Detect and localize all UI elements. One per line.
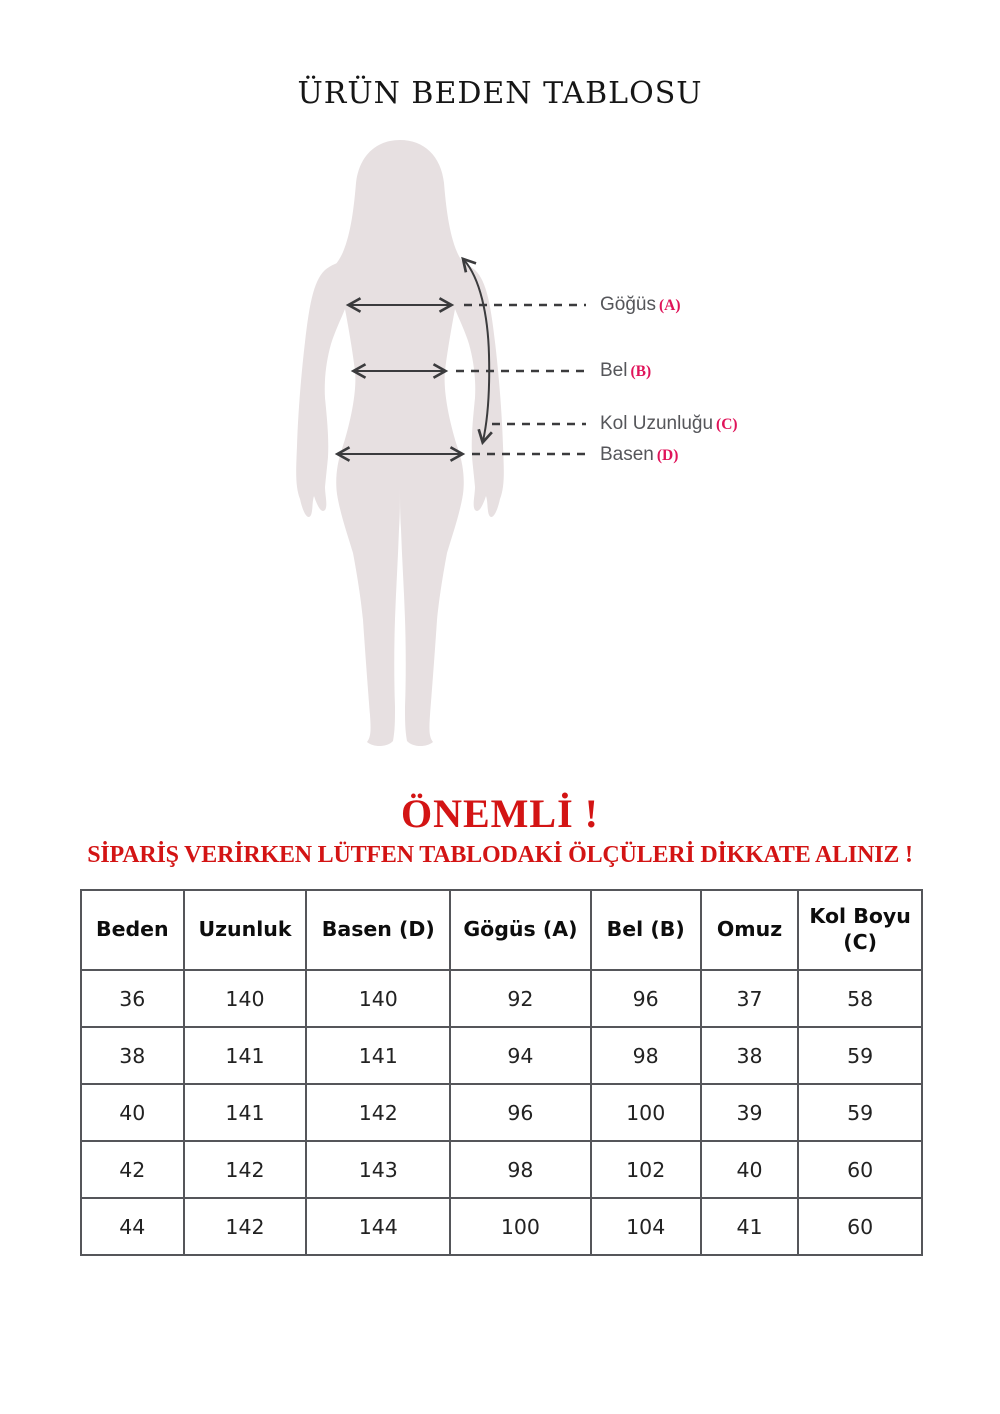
header-row: Beden Uzunluk Basen (D) Gögüs (A) Bel (B) Omu… [80,889,923,971]
table-cell: 142 [305,1083,452,1142]
table-cell: 98 [449,1140,592,1199]
table-row: 40 141 142 96 100 39 59 [80,1083,923,1142]
column-header: Omuz [699,889,800,971]
column-header: Basen (D) [305,889,452,971]
table-cell: 59 [797,1026,923,1085]
table-row: 44 142 144 100 104 41 60 [80,1197,923,1256]
table-cell: 143 [305,1140,452,1199]
label-kol-uzunlugu-code: (C) [716,416,738,433]
table-cell: 38 [699,1026,800,1085]
label-basen: Basen (D) [600,444,678,466]
table-cell: 142 [182,1140,308,1199]
table-cell: 40 [699,1140,800,1199]
label-kol-uzunlugu: Kol Uzunluğu (C) [600,413,738,435]
table-cell: 41 [699,1197,800,1256]
label-kol-uzunlugu-text: Kol Uzunluğu [600,413,714,434]
table-cell: 60 [797,1197,923,1256]
table-cell: 96 [449,1083,592,1142]
table-cell: 141 [182,1083,308,1142]
silhouette-hair-icon [322,140,478,281]
table-row: 36 140 140 92 96 37 58 [80,969,923,1028]
table-cell: 144 [305,1197,452,1256]
column-header: Gögüs (A) [449,889,592,971]
column-header: Kol Boyu (C) [797,889,923,971]
table-cell: 59 [797,1083,923,1142]
size-table: Beden Uzunluk Basen (D) Gögüs (A) Bel (B) Omu… [80,889,923,1256]
table-cell: 37 [699,969,800,1028]
table-row: 38 141 141 94 98 38 59 [80,1026,923,1085]
silhouette-body-icon [296,254,504,747]
size-table-header: Beden Uzunluk Basen (D) Gögüs (A) Bel (B) Omu… [80,889,923,971]
size-table-body: 36 140 140 92 96 37 58 38 141 141 94 98 38 59 40 141 142… [80,969,923,1256]
table-cell: 39 [699,1083,800,1142]
label-bel: Bel (B) [600,360,651,382]
table-cell: 140 [305,969,452,1028]
table-cell: 44 [80,1197,185,1256]
arm-length-arrow [461,256,493,446]
table-cell: 92 [449,969,592,1028]
column-header: Beden [80,889,185,971]
table-cell: 58 [797,969,923,1028]
table-cell: 96 [589,969,702,1028]
table-cell: 38 [80,1026,185,1085]
table-cell: 94 [449,1026,592,1085]
table-cell: 141 [305,1026,452,1085]
table-cell: 141 [182,1026,308,1085]
table-cell: 100 [449,1197,592,1256]
table-cell: 40 [80,1083,185,1142]
table-cell: 36 [80,969,185,1028]
table-cell: 42 [80,1140,185,1199]
label-bel-text: Bel [600,360,628,381]
important-heading: ÖNEMLİ ! [401,791,599,836]
warning-text: SİPARİŞ VERİRKEN LÜTFEN TABLODAKİ ÖLÇÜLE… [87,842,913,868]
label-gogus-code: (A) [658,297,681,314]
label-gogus-text: Göğüs [600,294,656,315]
page-title: ÜRÜN BEDEN TABLOSU [297,76,703,111]
label-basen-code: (D) [656,447,679,464]
table-cell: 142 [182,1197,308,1256]
label-bel-code: (B) [630,363,652,380]
dashed-leaders [456,303,586,456]
table-cell: 102 [589,1140,702,1199]
table-cell: 104 [589,1197,702,1256]
column-header: Uzunluk [182,889,308,971]
table-cell: 98 [589,1026,702,1085]
table-row: 42 142 143 98 102 40 60 [80,1140,923,1199]
table-cell: 60 [797,1140,923,1199]
column-header: Bel (B) [589,889,702,971]
measure-arrows [334,256,586,462]
table-cell: 140 [182,969,308,1028]
label-gogus: Göğüs (A) [600,294,681,316]
body-silhouette-svg [296,140,586,747]
table-cell: 100 [589,1083,702,1142]
label-basen-text: Basen [600,444,654,465]
